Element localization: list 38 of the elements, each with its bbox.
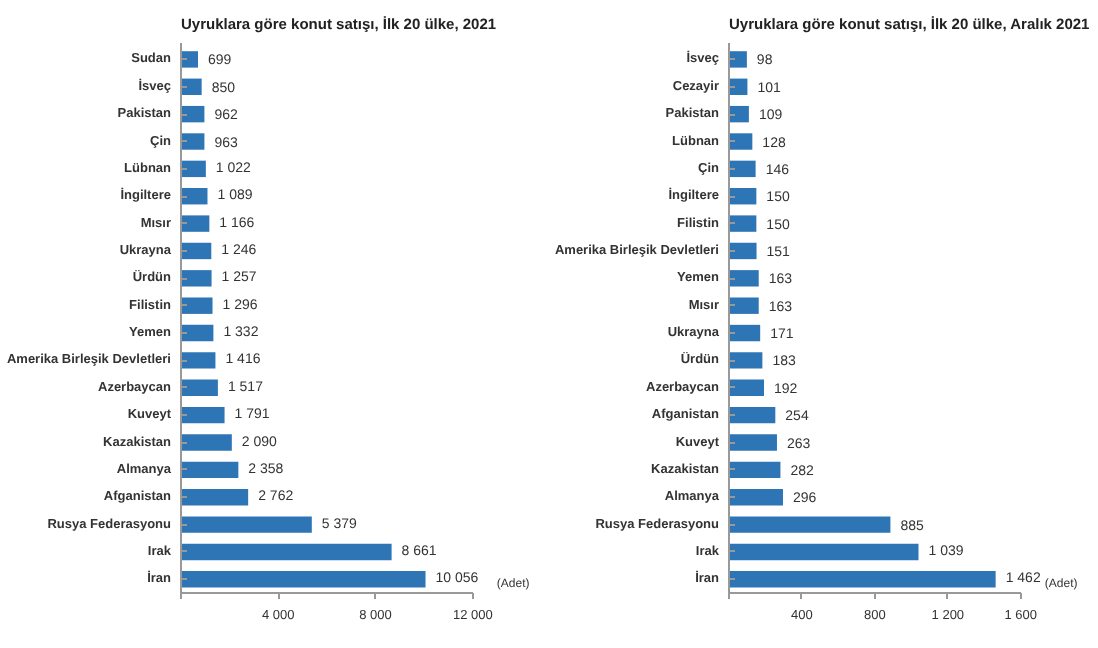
bar bbox=[729, 270, 759, 287]
bar bbox=[729, 51, 747, 68]
bar bbox=[729, 105, 749, 123]
bar bbox=[729, 215, 757, 232]
bar bbox=[729, 297, 759, 314]
bar bbox=[181, 242, 212, 260]
bar bbox=[181, 352, 216, 369]
bar bbox=[181, 133, 205, 150]
bar bbox=[729, 489, 783, 506]
bar bbox=[181, 406, 225, 424]
bar bbox=[181, 571, 426, 588]
bar bbox=[729, 242, 757, 260]
bar bbox=[181, 379, 218, 396]
bar bbox=[181, 516, 312, 533]
bar bbox=[181, 188, 208, 205]
bar bbox=[181, 160, 206, 178]
bar bbox=[181, 297, 213, 314]
bar bbox=[729, 461, 781, 479]
bar bbox=[181, 78, 202, 95]
bar bbox=[181, 215, 210, 232]
bar bbox=[729, 324, 761, 342]
bar bbox=[181, 51, 198, 68]
bar bbox=[181, 543, 392, 561]
bar bbox=[181, 461, 239, 479]
bar bbox=[729, 188, 757, 205]
bar bbox=[729, 379, 765, 396]
bar bbox=[181, 434, 232, 451]
bar bbox=[729, 133, 753, 150]
bar bbox=[729, 571, 996, 588]
bar bbox=[729, 434, 777, 451]
bar bbox=[729, 516, 891, 533]
bar bbox=[181, 270, 212, 287]
bar bbox=[181, 324, 214, 342]
bar bbox=[729, 406, 776, 424]
bar bbox=[181, 489, 249, 506]
bar bbox=[729, 543, 919, 561]
bar bbox=[729, 160, 756, 178]
bar bbox=[729, 352, 763, 369]
